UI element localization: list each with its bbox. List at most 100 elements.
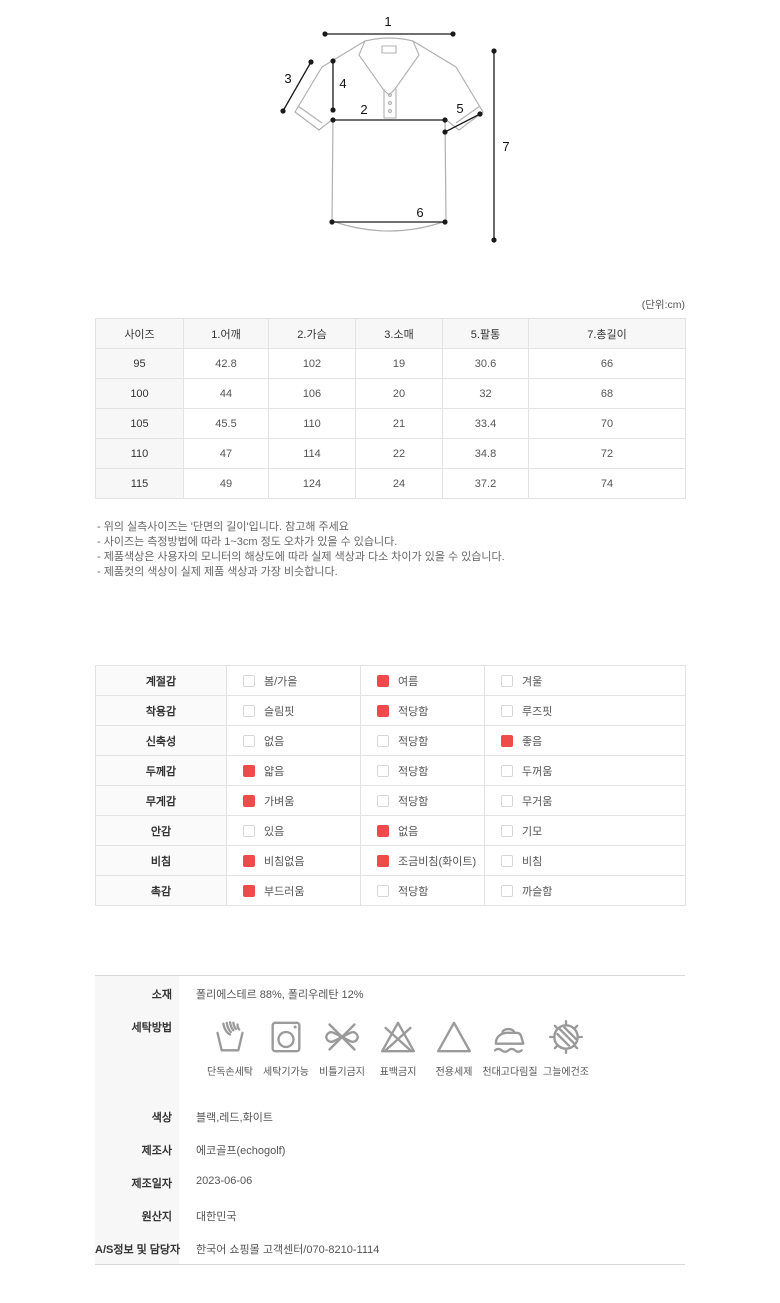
size-value-cell: 45.5	[183, 408, 269, 439]
size-name-cell: 110	[95, 438, 184, 469]
unchecked-box-icon	[501, 674, 513, 687]
measure-label-7: 7	[502, 139, 509, 154]
attribute-option-cell: 조금비침(화이트)	[360, 845, 485, 876]
size-value-cell: 42.8	[183, 348, 269, 379]
attribute-row: 계절감 봄/가을 여름 겨울	[95, 665, 686, 696]
info-row-value: 한국어 쇼핑몰 고객센터/070-8210-1114	[196, 1244, 380, 1256]
info-row-label: 소재	[151, 989, 172, 1001]
attribute-label: 신축성	[95, 725, 227, 756]
note-line: - 제품컷의 색상이 실제 제품 색상과 가장 비슷합니다.	[97, 566, 338, 578]
info-row: A/S정보 및 담당자 한국어 쇼핑몰 고객센터/070-8210-1114	[95, 1231, 685, 1264]
size-table-header-row: 사이즈 1.어깨 2.가슴 3.소매 5.팔통 7.총길이	[95, 318, 686, 349]
shade-dry-icon	[549, 1020, 583, 1054]
checked-box-icon	[377, 704, 389, 717]
measure-label-5: 5	[456, 101, 463, 116]
info-row: 제조사 에코골프(echogolf)	[95, 1132, 685, 1165]
attribute-option-cell: 얇음	[226, 755, 361, 786]
size-col-header: 1.어깨	[183, 318, 269, 349]
attribute-option-cell: 적당함	[360, 875, 485, 906]
attribute-option-label: 봄/가을	[264, 675, 298, 688]
attribute-option-label: 여름	[398, 675, 419, 688]
attribute-option-label: 있음	[264, 825, 285, 838]
attribute-option-cell: 두꺼움	[484, 755, 686, 786]
size-value-cell: 22	[355, 438, 443, 469]
note-line: - 위의 실측사이즈는 '단면의 길이'입니다. 참고해 주세요	[97, 521, 349, 533]
laundry-icon-item: 그늘에건조	[541, 1017, 591, 1078]
laundry-icon-item: 천대고다림질	[482, 1017, 538, 1078]
attribute-label: 무게감	[95, 785, 227, 816]
size-value-cell: 66	[528, 348, 686, 379]
laundry-icons: 단독손세탁 세탁기가능 비틀기금지 표백금지 전용세제 천대고다림질 그늘에건조	[179, 1009, 591, 1088]
info-row-value: 에코골프(echogolf)	[196, 1145, 286, 1157]
attribute-option-cell: 적당함	[360, 785, 485, 816]
laundry-icon-label: 천대고다림질	[482, 1067, 538, 1078]
size-name-cell: 115	[95, 468, 184, 499]
size-value-cell: 114	[268, 438, 356, 469]
size-name-cell: 95	[95, 348, 184, 379]
info-label-column-bg	[95, 976, 179, 1264]
size-table-row: 100 44 106 20 32 68	[95, 378, 686, 409]
no-wring-icon	[325, 1023, 359, 1051]
size-table-row: 95 42.8 102 19 30.6 66	[95, 348, 686, 379]
size-value-cell: 30.6	[442, 348, 529, 379]
measure-label-3: 3	[284, 71, 291, 86]
size-name-cell: 105	[95, 408, 184, 439]
size-value-cell: 106	[268, 378, 356, 409]
attribute-option-label: 적당함	[398, 735, 429, 748]
size-table-row: 110 47 114 22 34.8 72	[95, 438, 686, 469]
measure-label-1: 1	[384, 14, 391, 29]
button	[388, 109, 392, 113]
size-value-cell: 24	[355, 468, 443, 499]
unchecked-box-icon	[501, 854, 513, 867]
info-row-value: 블랙,레드,화이트	[196, 1112, 273, 1124]
attribute-option-label: 슬림핏	[264, 705, 295, 718]
size-value-cell: 74	[528, 468, 686, 499]
unchecked-box-icon	[377, 764, 389, 777]
attribute-option-label: 두꺼움	[522, 765, 553, 778]
attribute-option-cell: 가벼움	[226, 785, 361, 816]
unchecked-box-icon	[243, 734, 255, 747]
size-value-cell: 37.2	[442, 468, 529, 499]
measure-line-3	[282, 61, 312, 112]
measure-line-5	[444, 113, 481, 133]
attribute-option-label: 까슬함	[522, 885, 553, 898]
attribute-option-cell: 무거움	[484, 785, 686, 816]
size-value-cell: 124	[268, 468, 356, 499]
button	[388, 101, 392, 105]
size-col-header: 7.총길이	[528, 318, 686, 349]
size-value-cell: 102	[268, 348, 356, 379]
attribute-option-cell: 비침	[484, 845, 686, 876]
unchecked-box-icon	[501, 884, 513, 897]
attribute-option-cell: 부드러움	[226, 875, 361, 906]
laundry-icon-item: 전용세제	[429, 1017, 479, 1078]
attribute-label: 안감	[95, 815, 227, 846]
attribute-option-cell: 적당함	[360, 725, 485, 756]
info-row-label: 원산지	[141, 1211, 172, 1223]
laundry-icon-item: 단독손세탁	[205, 1017, 255, 1078]
attribute-option-label: 적당함	[398, 885, 429, 898]
size-value-cell: 44	[183, 378, 269, 409]
unchecked-box-icon	[243, 824, 255, 837]
unchecked-box-icon	[377, 794, 389, 807]
checked-box-icon	[377, 854, 389, 867]
size-table-row: 105 45.5 110 21 33.4 70	[95, 408, 686, 439]
attribute-row: 비침 비침없음 조금비침(화이트) 비침	[95, 845, 686, 876]
info-row: 색상 블랙,레드,화이트	[95, 1099, 685, 1132]
size-notes: - 위의 실측사이즈는 '단면의 길이'입니다. 참고해 주세요 - 사이즈는 측…	[97, 520, 505, 580]
laundry-icon-label: 세탁기가능	[263, 1067, 309, 1078]
size-value-cell: 110	[268, 408, 356, 439]
laundry-icon-item: 비틀기금지	[317, 1017, 367, 1078]
attribute-option-label: 무거움	[522, 795, 553, 808]
laundry-icon-label: 표백금지	[379, 1067, 417, 1078]
info-row-value: 대한민국	[196, 1211, 237, 1223]
left-cuff-line	[297, 105, 323, 124]
attribute-option-cell: 슬림핏	[226, 695, 361, 726]
size-value-cell: 20	[355, 378, 443, 409]
size-table-body: 95 42.8 102 19 30.6 66 100 44 106 20 32 68 105 45.5 11…	[95, 348, 686, 499]
laundry-icon-label: 비틀기금지	[319, 1067, 365, 1078]
size-value-cell: 72	[528, 438, 686, 469]
attribute-option-label: 적당함	[398, 705, 429, 718]
placket	[383, 89, 397, 119]
unchecked-box-icon	[243, 704, 255, 717]
